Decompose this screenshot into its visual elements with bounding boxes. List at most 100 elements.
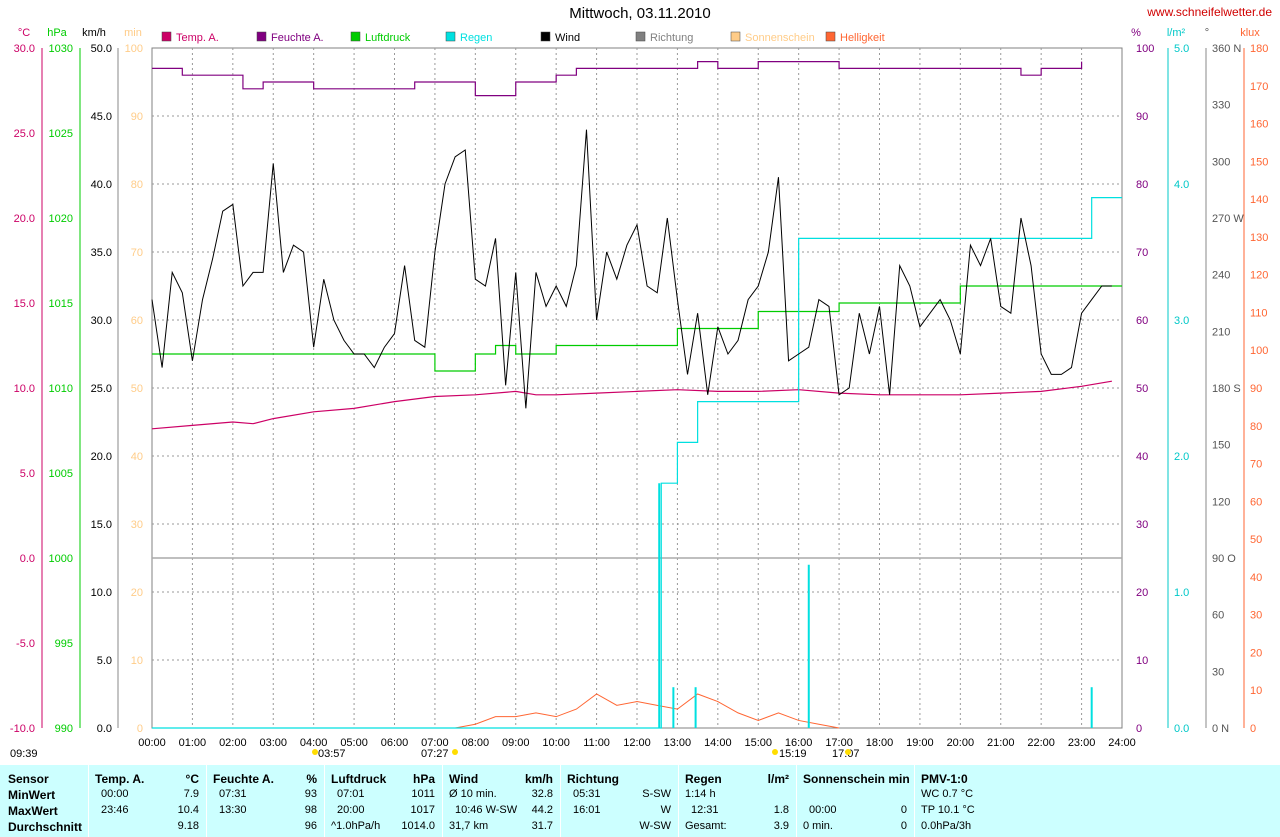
- regen-max-value: 1.8: [773, 804, 789, 816]
- luftdruck-min-time: 07:01: [337, 788, 365, 800]
- y-tick-label-min: 90: [131, 111, 143, 123]
- y-tick-label-deg: 360 N: [1212, 43, 1241, 55]
- y-tick-label-klux: 70: [1250, 459, 1262, 471]
- pct-unit-label: %: [1131, 27, 1141, 39]
- y-tick-label-klux: 130: [1250, 232, 1268, 244]
- y-tick-label-klux: 60: [1250, 496, 1262, 508]
- y-tick-label-hpa: 1015: [49, 298, 73, 310]
- feuchte-column: Feuchte A. % 07:31 93 13:30 98 96: [206, 765, 325, 837]
- series-feuchte-line: [152, 60, 1083, 97]
- sonne-max-time: 00:00: [809, 804, 837, 816]
- y-tick-label-hpa: 1000: [49, 553, 73, 565]
- temp-max-value: 10.4: [177, 804, 199, 816]
- y-tick-label-lm2: 1.0: [1174, 587, 1189, 599]
- regen-unit: l/m²: [767, 772, 789, 786]
- legend-label: Feuchte A.: [271, 32, 324, 44]
- y-tick-label-klux: 160: [1250, 119, 1268, 131]
- y-tick-label-kmh: 10.0: [91, 587, 112, 599]
- y-tick-label-pct: 0: [1136, 723, 1142, 735]
- y-tick-label-deg: 330: [1212, 100, 1230, 112]
- y-tick-label-kmh: 40.0: [91, 179, 112, 191]
- series-temp-line: [151, 380, 1112, 430]
- lm2-unit-label: l/m²: [1167, 27, 1186, 39]
- x-tick-label: 08:00: [462, 737, 490, 749]
- y-tick-label-min: 100: [125, 43, 143, 55]
- feuchte-unit: %: [306, 772, 317, 786]
- feuchte-header: Feuchte A.: [213, 772, 274, 786]
- temp-min-time: 00:00: [101, 788, 129, 800]
- x-tick-label: 19:00: [906, 737, 934, 749]
- richtung-max-value: W: [660, 804, 671, 816]
- legend-swatch: [730, 31, 741, 42]
- x-tick-label: 23:00: [1068, 737, 1096, 749]
- series-regen-line: [152, 197, 1122, 729]
- y-tick-label-temp: 20.0: [14, 213, 35, 225]
- sonne-max-value: 0: [900, 804, 907, 816]
- x-tick-label: 06:00: [381, 737, 409, 749]
- y-tick-label-lm2: 2.0: [1174, 451, 1189, 463]
- y-tick-label-lm2: 0.0: [1174, 723, 1189, 735]
- y-tick-label-min: 50: [131, 383, 143, 395]
- wind-distance: 31,7 km: [449, 820, 489, 832]
- marker-left-time: 09:39: [10, 748, 38, 760]
- x-tick-label: 24:00: [1108, 737, 1136, 749]
- y-tick-label-pct: 30: [1136, 519, 1148, 531]
- feuchte-avg-value: 96: [304, 820, 317, 832]
- temp-avg-value: 9.18: [177, 820, 199, 832]
- y-tick-label-pct: 80: [1136, 179, 1148, 191]
- regen-header: Regen: [685, 772, 722, 786]
- series-luftdruck-line: [152, 285, 1122, 372]
- regen-column: Regen l/m² 1:14 h 12:31 1.8 Gesamt: 3.9: [678, 765, 797, 837]
- x-tick-label: 01:00: [179, 737, 207, 749]
- x-tick-label: 20:00: [947, 737, 975, 749]
- y-tick-label-temp: 0.0: [20, 553, 35, 565]
- x-tick-label: 00:00: [138, 737, 166, 749]
- y-tick-label-kmh: 25.0: [91, 383, 112, 395]
- y-tick-label-temp: -10.0: [10, 723, 35, 735]
- legend-label: Regen: [460, 32, 492, 44]
- y-tick-label-lm2: 4.0: [1174, 179, 1189, 191]
- y-tick-label-klux: 10: [1250, 685, 1262, 697]
- y-tick-label-min: 0: [137, 723, 143, 735]
- luftdruck-column: Luftdruck hPa 07:01 1011 20:00 1017 ^1.0…: [324, 765, 443, 837]
- regen-duration: 1:14 h: [685, 788, 716, 800]
- marker-time: 03:57: [318, 748, 346, 760]
- richtung-column: Richtung 05:31 S-SW 16:01 W W-SW: [560, 765, 679, 837]
- luftdruck-trend: ^1.0hPa/h: [331, 820, 381, 832]
- x-tick-label: 14:00: [704, 737, 732, 749]
- richtung-avg-value: W-SW: [639, 820, 671, 832]
- klux-unit-label: klux: [1240, 27, 1260, 39]
- y-tick-label-kmh: 15.0: [91, 519, 112, 531]
- marker-time: 07:27: [421, 748, 449, 760]
- sonne-header: Sonnenschein min: [803, 772, 910, 786]
- legend-swatch: [540, 31, 551, 42]
- y-tick-label-klux: 20: [1250, 647, 1262, 659]
- x-tick-label: 16:00: [785, 737, 813, 749]
- x-tick-label: 12:00: [623, 737, 651, 749]
- y-tick-label-klux: 150: [1250, 156, 1268, 168]
- sonne-total-label: 0 min.: [803, 820, 833, 832]
- y-tick-label-deg: 270 W: [1212, 213, 1244, 225]
- richtung-header: Richtung: [567, 772, 619, 786]
- y-tick-label-pct: 20: [1136, 587, 1148, 599]
- y-tick-label-pct: 50: [1136, 383, 1148, 395]
- x-tick-label: 18:00: [866, 737, 894, 749]
- legend-swatch: [445, 31, 456, 42]
- x-tick-label: 04:00: [300, 737, 328, 749]
- y-tick-label-min: 80: [131, 179, 143, 191]
- y-tick-label-min: 70: [131, 247, 143, 259]
- y-tick-label-klux: 120: [1250, 270, 1268, 282]
- row-label-min: MinWert: [8, 788, 56, 802]
- regen-total-label: Gesamt:: [685, 820, 727, 832]
- y-tick-label-klux: 50: [1250, 534, 1262, 546]
- sonne-total-value: 0: [900, 820, 907, 832]
- weather-chart: 30.025.020.015.010.05.00.0-5.0-10.010301…: [10, 27, 1268, 760]
- row-label-sensor: Sensor: [8, 772, 49, 786]
- temp-min-value: 7.9: [183, 788, 199, 800]
- y-tick-label-temp: 10.0: [14, 383, 35, 395]
- website-link[interactable]: www.schneifelwetter.de: [1147, 5, 1272, 19]
- chart-title: Mittwoch, 03.11.2010: [569, 5, 711, 22]
- luftdruck-min-value: 1011: [411, 788, 435, 800]
- y-tick-label-deg: 210: [1212, 326, 1230, 338]
- y-tick-label-temp: 30.0: [14, 43, 35, 55]
